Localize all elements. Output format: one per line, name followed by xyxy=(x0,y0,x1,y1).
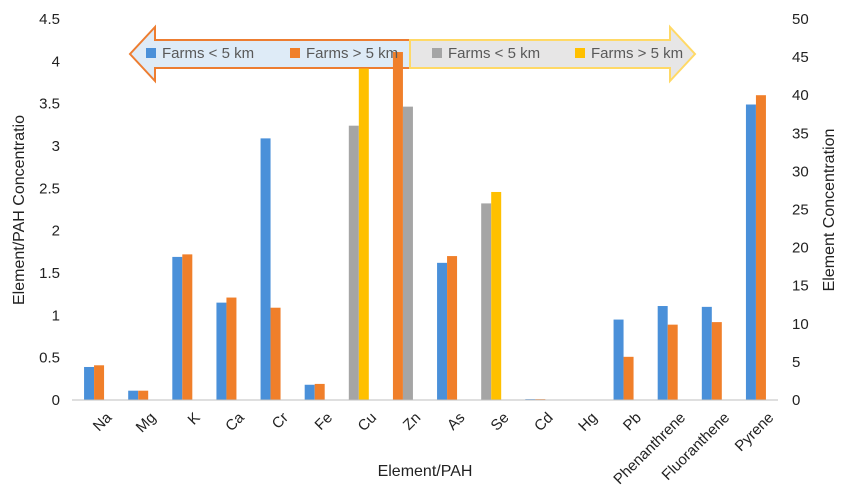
bar-mg-series-1 xyxy=(128,390,139,400)
y-right-tick-label: 25 xyxy=(792,202,809,219)
bar-fe-series-1 xyxy=(304,384,315,400)
y-right-tick-label: 20 xyxy=(792,240,809,257)
x-tick-label: As xyxy=(444,409,468,433)
bars xyxy=(84,52,766,401)
bar-as-series-1 xyxy=(437,262,448,400)
bar-se-series-3 xyxy=(481,203,492,400)
y-axis-right-title: Element Concentration xyxy=(821,129,838,292)
x-tick-label: Pyrene xyxy=(732,409,778,455)
legend-items: Farms < 5 km Farms > 5 km Farms < 5 km Farm… xyxy=(146,45,683,62)
bar-ca-series-1 xyxy=(216,302,227,400)
y-right-tick-label: 5 xyxy=(792,354,800,371)
legend-arrow-right xyxy=(409,24,697,84)
legend-label: Farms > 5 km xyxy=(591,45,683,62)
x-tick-label: K xyxy=(185,409,204,428)
x-tick-label: Fe xyxy=(312,409,336,433)
bar-cu-series-4 xyxy=(358,68,369,400)
y-left-tick-label: 1.5 xyxy=(39,265,60,282)
bar-mg-series-2 xyxy=(138,390,149,400)
y-left-tick-label: 1 xyxy=(52,307,60,324)
y-left-tick-label: 4 xyxy=(52,53,60,70)
x-tick-label: Se xyxy=(487,409,512,434)
legend xyxy=(128,24,697,84)
x-tick-label: Zn xyxy=(400,409,424,433)
bar-k-series-2 xyxy=(182,254,193,400)
bar-pb-series-1 xyxy=(613,319,624,400)
bar-fluoranthene-series-1 xyxy=(701,306,712,400)
y-left-tick-label: 2.5 xyxy=(39,180,60,197)
x-tick-label: Cu xyxy=(355,409,381,435)
bar-zn-series-3 xyxy=(402,106,413,400)
x-axis-title: Element/PAH xyxy=(378,463,473,480)
y-right-tick-label: 30 xyxy=(792,163,809,180)
bar-k-series-1 xyxy=(172,256,183,400)
bar-phenanthrene-series-2 xyxy=(667,324,678,400)
x-tick-label: Pb xyxy=(620,409,645,434)
y-right-tick-label: 35 xyxy=(792,125,809,142)
bar-pyrene-series-1 xyxy=(745,104,756,400)
legend-swatch xyxy=(146,48,156,58)
legend-label: Farms < 5 km xyxy=(162,45,254,62)
legend-swatch xyxy=(575,48,585,58)
y-axis-left-title: Element/PAH Concentratio xyxy=(11,115,28,305)
bar-ca-series-2 xyxy=(226,297,237,400)
x-tick-label: Cd xyxy=(531,409,557,435)
bar-fluoranthene-series-2 xyxy=(711,322,722,400)
x-tick-label: Na xyxy=(90,409,116,435)
bar-fe-series-2 xyxy=(314,383,325,400)
bar-na-series-2 xyxy=(94,365,105,400)
y-right-tick-label: 45 xyxy=(792,49,809,66)
y-left-tick-label: 0.5 xyxy=(39,350,60,367)
ticks: 0 0.5 1 1.5 2 2.5 3 3.5 4 4.5 0 5 10 15 20 25 30 35 40 45 50… xyxy=(39,11,809,488)
bar-cr-series-1 xyxy=(260,138,271,400)
y-right-tick-label: 15 xyxy=(792,278,809,295)
y-right-tick-label: 40 xyxy=(792,87,809,104)
legend-swatch xyxy=(290,48,300,58)
legend-arrow-left xyxy=(128,24,411,84)
y-left-tick-label: 2 xyxy=(52,223,60,240)
bar-se-series-4 xyxy=(491,191,502,400)
x-tick-label: Cr xyxy=(269,409,292,432)
bar-pyrene-series-2 xyxy=(755,95,766,400)
bar-zn-series-2 xyxy=(392,52,403,401)
y-left-tick-label: 0 xyxy=(52,392,60,409)
bar-cr-series-2 xyxy=(270,307,281,400)
bar-pb-series-2 xyxy=(623,356,634,400)
bar-na-series-1 xyxy=(84,366,95,400)
y-right-tick-label: 0 xyxy=(792,392,800,409)
y-right-tick-label: 10 xyxy=(792,316,809,333)
legend-swatch xyxy=(432,48,442,58)
y-left-tick-label: 3 xyxy=(52,138,60,155)
y-right-tick-label: 50 xyxy=(792,11,809,28)
bar-cu-series-3 xyxy=(348,125,359,401)
bar-phenanthrene-series-1 xyxy=(657,306,668,400)
y-left-tick-label: 3.5 xyxy=(39,96,60,113)
x-tick-label: Hg xyxy=(575,409,601,435)
x-tick-label: Mg xyxy=(133,409,160,436)
bar-as-series-2 xyxy=(447,256,458,400)
y-left-tick-label: 4.5 xyxy=(39,11,60,28)
legend-label: Farms < 5 km xyxy=(448,45,540,62)
x-tick-label: Ca xyxy=(222,409,248,435)
legend-label: Farms > 5 km xyxy=(306,45,398,62)
